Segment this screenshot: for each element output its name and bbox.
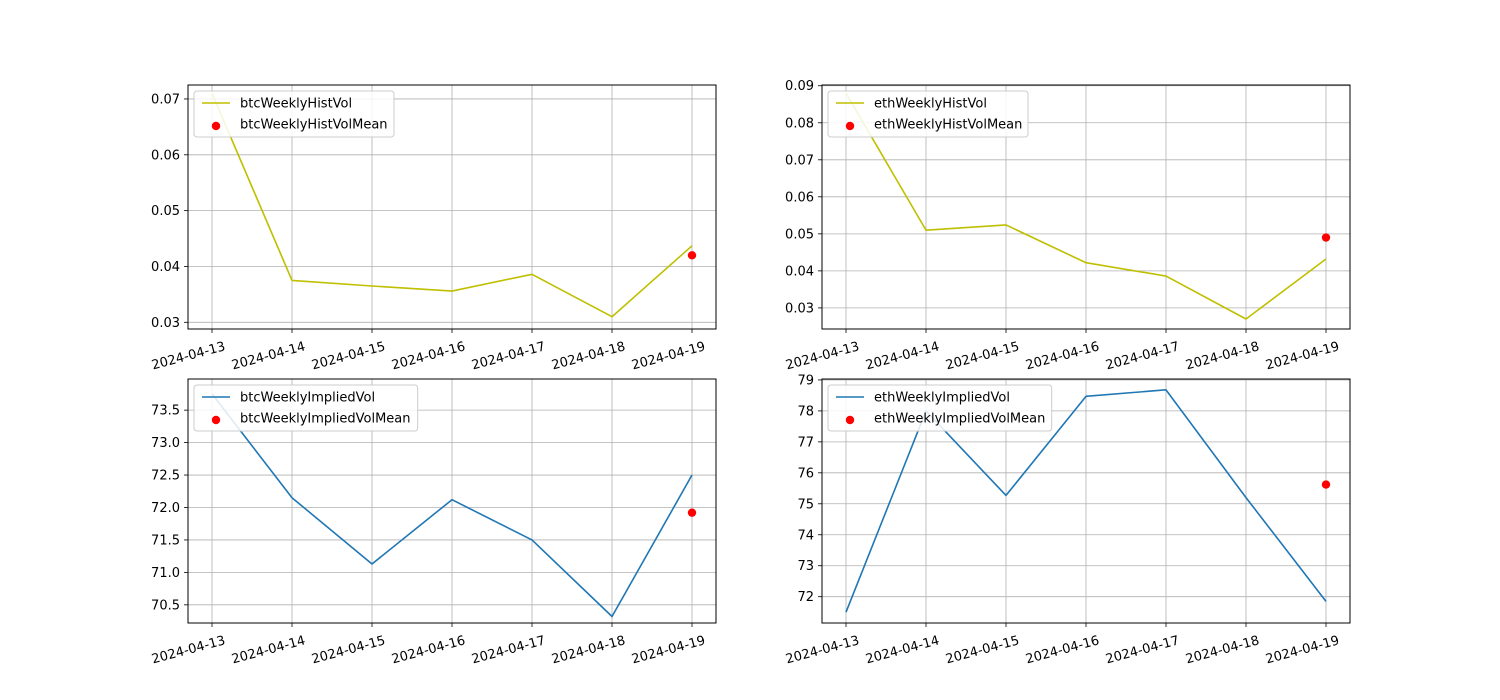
legend-entry-label: btcWeeklyImpliedVolMean [240,412,411,427]
legend-box [827,384,1053,432]
x-tick-label: 2024-04-18 [1184,633,1261,667]
x-tick-label: 2024-04-15 [944,633,1021,667]
x-tick-label: 2024-04-18 [550,633,627,667]
y-tick-label: 73.5 [151,404,180,419]
x-tick-label: 2024-04-16 [1024,339,1101,373]
plot-area [845,92,1331,320]
legend-entry-label: btcWeeklyHistVolMean [240,118,388,133]
x-tick-label: 2024-04-13 [784,633,861,667]
chart-panel-eth-hist-vol: 2024-04-13 2024-04-14 2024-04-15 2024-04-16… [784,79,1351,373]
legend-entry-label: btcWeeklyHistVol [240,97,352,112]
axes-frame [187,378,717,624]
y-tick-label: 72 [797,590,814,605]
x-tick-label: 2024-04-17 [1104,339,1181,373]
x-tick-label: 2024-04-17 [1104,633,1181,667]
legend-box [193,90,395,138]
series-line [211,93,693,318]
x-tick-label: 2024-04-14 [230,339,307,373]
y-tick-label: 79 [797,373,814,388]
x-tick-label: 2024-04-13 [150,339,227,373]
y-tick-label: 0.06 [785,190,814,205]
mean-point [1321,480,1331,489]
x-tick-label: 2024-04-14 [864,633,941,667]
x-tick-label: 2024-04-16 [390,339,467,373]
x-tick-label: 2024-04-16 [390,633,467,667]
y-tick-label: 0.08 [785,116,814,131]
y-tick-label: 71.0 [151,566,180,581]
legend-entry-label: ethWeeklyImpliedVol [874,391,1010,406]
plot-area [211,93,697,318]
x-tick-label: 2024-04-14 [230,633,307,667]
x-tick-label: 2024-04-13 [150,633,227,667]
y-tick-label: 73.0 [151,436,180,451]
x-tick-label: 2024-04-15 [944,339,1021,373]
legend-entry-label: btcWeeklyImpliedVol [240,391,375,406]
legend-box [827,90,1029,138]
legend-box [193,384,419,432]
mean-point [1321,233,1331,242]
y-tick-label: 0.05 [785,227,814,242]
y-tick-label: 75 [797,497,814,512]
y-tick-label: 72.0 [151,501,180,516]
legend-marker-swatch [211,121,221,131]
x-tick-label: 2024-04-15 [310,339,387,373]
y-tick-label: 72.5 [151,469,180,484]
legend-entry-label: ethWeeklyHistVol [874,97,987,112]
x-tick-label: 2024-04-19 [630,339,707,373]
legend: ethWeeklyImpliedVol ethWeeklyImpliedVolMe… [827,384,1053,432]
plot-area [211,393,697,618]
y-tick-label: 0.09 [785,79,814,94]
legend-entry-label: ethWeeklyHistVolMean [874,118,1022,133]
y-tick-label: 71.5 [151,533,180,548]
chart-panel-eth-implied-vol: 2024-04-13 2024-04-14 2024-04-15 2024-04-16… [784,373,1351,667]
axes-frame [187,84,717,330]
x-tick-label: 2024-04-18 [1184,339,1261,373]
x-tick-label: 2024-04-17 [470,339,547,373]
y-tick-label: 78 [797,404,814,419]
legend: btcWeeklyHistVol btcWeeklyHistVolMean [193,90,395,138]
y-tick-label: 0.05 [151,204,180,219]
x-tick-label: 2024-04-13 [784,339,861,373]
y-tick-label: 77 [797,435,814,450]
y-tick-label: 0.07 [151,92,180,107]
axes-frame [821,84,1351,330]
y-tick-label: 74 [797,528,814,543]
chart-panel-btc-implied-vol: 2024-04-13 2024-04-14 2024-04-15 2024-04-16… [150,378,717,667]
legend-marker-swatch [845,121,855,131]
legend-marker-swatch [845,415,855,425]
x-tick-label: 2024-04-17 [470,633,547,667]
axes-frame [821,378,1351,624]
y-tick-label: 0.06 [151,148,180,163]
mean-point [687,251,697,260]
y-tick-label: 76 [797,466,814,481]
y-tick-label: 73 [797,559,814,574]
x-tick-label: 2024-04-15 [310,633,387,667]
x-tick-label: 2024-04-16 [1024,633,1101,667]
y-tick-label: 0.03 [785,301,814,316]
x-tick-label: 2024-04-18 [550,339,627,373]
series-line [845,92,1327,320]
chart-panel-btc-hist-vol: 2024-04-13 2024-04-14 2024-04-15 2024-04-16… [150,84,717,373]
y-tick-label: 0.04 [785,264,814,279]
x-tick-label: 2024-04-19 [630,633,707,667]
y-tick-label: 0.07 [785,153,814,168]
x-tick-label: 2024-04-14 [864,339,941,373]
legend: ethWeeklyHistVol ethWeeklyHistVolMean [827,90,1029,138]
legend-entry-label: ethWeeklyImpliedVolMean [874,412,1045,427]
series-line [211,393,693,618]
legend-marker-swatch [211,415,221,425]
legend: btcWeeklyImpliedVol btcWeeklyImpliedVolMe… [193,384,419,432]
y-tick-label: 70.5 [151,598,180,613]
y-tick-label: 0.04 [151,260,180,275]
mean-point [687,508,697,517]
y-tick-label: 0.03 [151,316,180,331]
x-tick-label: 2024-04-19 [1264,633,1341,667]
x-tick-label: 2024-04-19 [1264,339,1341,373]
